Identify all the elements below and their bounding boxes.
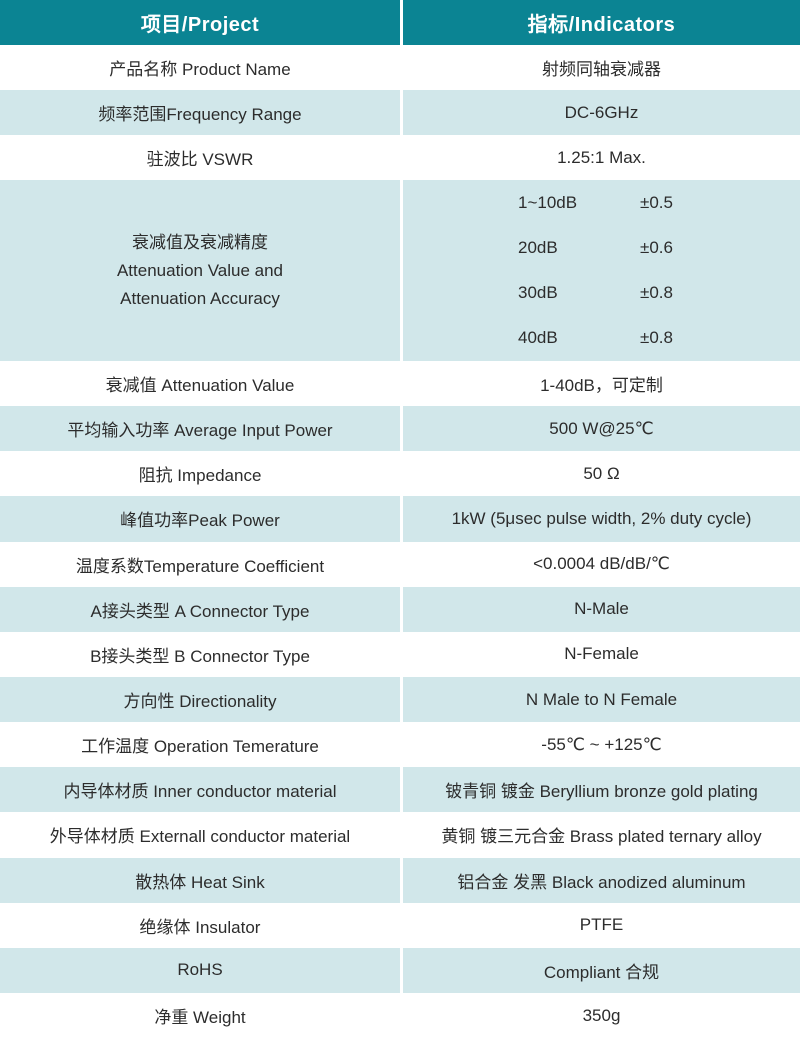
indicator-cell: -55℃ ~ +125℃ xyxy=(403,722,800,768)
indicator-cell: DC-6GHz xyxy=(403,90,800,136)
indicator-cell: N-Female xyxy=(403,631,800,677)
attenuation-subrow: 40dB ±0.8 xyxy=(403,316,800,361)
table-row: 净重 Weight 350g xyxy=(0,992,800,1038)
table-row: 工作温度 Operation Temerature -55℃ ~ +125℃ xyxy=(0,722,800,768)
attenuation-subrow: 20dB ±0.6 xyxy=(403,226,800,271)
table-row: 绝缘体 Insulator PTFE xyxy=(0,902,800,948)
indicator-cell: N Male to N Female xyxy=(403,676,800,723)
project-cell: A接头类型 A Connector Type xyxy=(0,586,400,632)
indicator-cell: 铝合金 发黑 Black anodized aluminum xyxy=(403,857,800,903)
project-line: Attenuation Accuracy xyxy=(120,288,280,308)
project-cell: RoHS xyxy=(0,947,400,993)
project-cell: 散热体 Heat Sink xyxy=(0,857,400,903)
project-cell: 阻抗 Impedance xyxy=(0,451,400,497)
project-cell: 平均输入功率 Average Input Power xyxy=(0,406,400,452)
column-divider xyxy=(400,0,403,45)
header-indicators-cell: 指标/Indicators xyxy=(527,14,676,36)
project-cell: 衰减值 Attenuation Value xyxy=(0,360,400,407)
column-divider xyxy=(400,902,403,948)
table-row: 散热体 Heat Sink 铝合金 发黑 Black anodized alumi… xyxy=(0,857,800,903)
project-cell: 方向性 Directionality xyxy=(0,676,400,723)
project-cell: 产品名称 Product Name xyxy=(0,45,400,91)
attenuation-tolerance-value: ±0.6 xyxy=(640,238,673,258)
project-line: 衰减值及衰减精度 xyxy=(132,232,268,252)
attenuation-db-label: 20dB xyxy=(518,238,558,258)
attenuation-subrow: 30dB ±0.8 xyxy=(403,271,800,316)
table-row: 内导体材质 Inner conductor material 铍青铜 镀金 Ber… xyxy=(0,767,800,813)
column-divider xyxy=(400,676,403,723)
table-row: 衰减值及衰减精度 Attenuation Value and Attenuation… xyxy=(0,180,800,361)
project-cell: 净重 Weight xyxy=(0,992,400,1038)
column-divider xyxy=(400,857,403,903)
column-divider xyxy=(400,541,403,587)
table-row: 频率范围Frequency Range DC-6GHz xyxy=(0,90,800,136)
project-cell: 外导体材质 Externall conductor material xyxy=(0,812,400,858)
attenuation-tolerance-value: ±0.5 xyxy=(640,192,673,212)
attenuation-tolerance-value: ±0.8 xyxy=(640,328,673,348)
table-row: 方向性 Directionality N Male to N Female xyxy=(0,676,800,723)
attenuation-tolerance-value: ±0.8 xyxy=(640,283,673,303)
indicator-cell: 500 W@25℃ xyxy=(403,406,800,452)
table-row: RoHS Compliant 合规 xyxy=(0,947,800,993)
project-cell: B接头类型 B Connector Type xyxy=(0,631,400,677)
table-row: 温度系数Temperature Coefficient <0.0004 dB/dB… xyxy=(0,541,800,587)
column-divider xyxy=(400,406,403,452)
project-cell: 内导体材质 Inner conductor material xyxy=(0,767,400,813)
project-cell: 绝缘体 Insulator xyxy=(0,902,400,948)
project-line: Attenuation Value and xyxy=(116,260,284,280)
indicator-cell: Compliant 合规 xyxy=(403,947,800,993)
indicator-cell: 1.25:1 Max. xyxy=(403,135,800,181)
indicator-cell: 射频同轴衰减器 xyxy=(403,45,800,91)
column-divider xyxy=(400,722,403,768)
column-divider xyxy=(400,45,403,91)
table-row: 产品名称 Product Name 射频同轴衰减器 xyxy=(0,45,800,91)
column-divider xyxy=(400,631,403,677)
attenuation-db-label: 40dB xyxy=(518,328,558,348)
column-divider xyxy=(400,812,403,858)
indicator-cell: 1~10dB ±0.5 20dB ±0.6 30dB ±0.8 40dB ±0.8 xyxy=(403,180,800,361)
project-cell: 温度系数Temperature Coefficient xyxy=(0,541,400,587)
indicator-cell: N-Male xyxy=(403,586,800,632)
table-row: 衰减值 Attenuation Value 1-40dB，可定制 xyxy=(0,360,800,407)
project-cell: 频率范围Frequency Range xyxy=(0,90,400,136)
indicator-cell: <0.0004 dB/dB/℃ xyxy=(403,541,800,587)
project-cell: 衰减值及衰减精度 Attenuation Value and Attenuation… xyxy=(0,180,400,361)
column-divider xyxy=(400,360,403,407)
indicator-cell: 1kW (5μsec pulse width, 2% duty cycle) xyxy=(403,496,800,542)
project-cell: 峰值功率Peak Power xyxy=(0,496,400,542)
column-divider xyxy=(400,767,403,813)
project-cell: 工作温度 Operation Temerature xyxy=(0,722,400,768)
column-divider xyxy=(400,992,403,1038)
column-divider xyxy=(400,180,403,361)
header-project-cell: 项目/Project xyxy=(140,14,260,36)
table-header: 项目/Project 指标/Indicators xyxy=(0,0,800,45)
table-row: 驻波比 VSWR 1.25:1 Max. xyxy=(0,135,800,181)
project-cell: 驻波比 VSWR xyxy=(0,135,400,181)
table-row: 外导体材质 Externall conductor material 黄铜 镀三元… xyxy=(0,812,800,858)
table-row: 阻抗 Impedance 50 Ω xyxy=(0,451,800,497)
attenuation-subrow: 1~10dB ±0.5 xyxy=(403,180,800,225)
indicator-cell: 350g xyxy=(403,992,800,1038)
column-divider xyxy=(400,451,403,497)
indicator-cell: 铍青铜 镀金 Beryllium bronze gold plating xyxy=(403,767,800,813)
column-divider xyxy=(400,947,403,993)
table-body: 产品名称 Product Name 射频同轴衰减器 频率范围Frequency Ra… xyxy=(0,45,800,1038)
column-divider xyxy=(400,586,403,632)
indicator-cell: 黄铜 镀三元合金 Brass plated ternary alloy xyxy=(403,812,800,858)
table-row: A接头类型 A Connector Type N-Male xyxy=(0,586,800,632)
table-row: B接头类型 B Connector Type N-Female xyxy=(0,631,800,677)
column-divider xyxy=(400,496,403,542)
indicator-cell: 1-40dB，可定制 xyxy=(403,360,800,407)
table-row: 峰值功率Peak Power 1kW (5μsec pulse width, 2%… xyxy=(0,496,800,542)
indicator-cell: 50 Ω xyxy=(403,451,800,497)
column-divider xyxy=(400,135,403,181)
attenuation-db-label: 30dB xyxy=(518,283,558,303)
table-row: 平均输入功率 Average Input Power 500 W@25℃ xyxy=(0,406,800,452)
indicator-cell: PTFE xyxy=(403,902,800,948)
attenuation-db-label: 1~10dB xyxy=(518,192,578,212)
column-divider xyxy=(400,90,403,136)
